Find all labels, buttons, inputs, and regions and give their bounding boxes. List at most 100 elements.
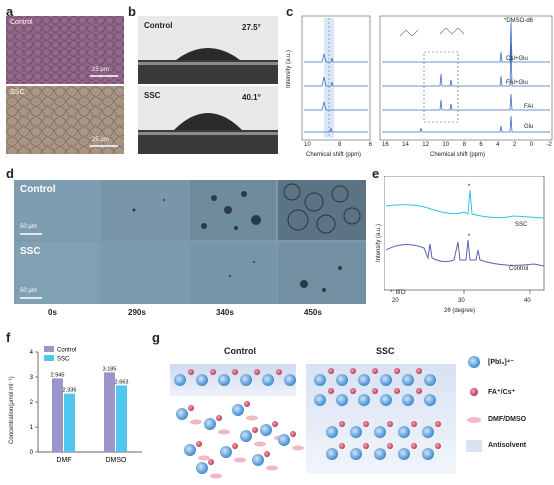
octahedron <box>278 434 290 446</box>
contact-angle-control-drop <box>138 48 278 84</box>
tick-label: 6 <box>368 142 372 148</box>
tick-label: 10 <box>304 142 311 148</box>
trace-fai-glu-left <box>304 76 368 87</box>
panel-letter-d: d <box>6 166 14 181</box>
legend-antisolvent-icon <box>466 440 482 452</box>
octahedron <box>176 408 188 420</box>
panel-letter-g: g <box>152 330 160 345</box>
trace-label-csi-glu: CsI+Glu <box>506 56 528 62</box>
xrd-control-trace <box>385 239 545 267</box>
mechanism-illustration <box>170 356 482 479</box>
scale-bar-label: 50 μm <box>20 288 37 294</box>
cation <box>339 421 345 427</box>
octahedron <box>374 448 386 460</box>
cation <box>252 427 258 433</box>
cation <box>435 443 441 449</box>
solvent-molecule <box>234 457 246 463</box>
octahedron <box>358 394 370 406</box>
cation <box>264 451 270 457</box>
bar-value-label: 3.185 <box>103 366 117 372</box>
contact-angle-ssc-drop <box>138 113 278 154</box>
legend-cation-icon <box>470 388 478 396</box>
mechanism-schematic: Control SSC [PbI₆]⁴⁻ FA⁺/Cs⁺ DMF/DMSO An… <box>166 340 548 480</box>
tick-label: 12 <box>422 142 429 148</box>
tick-label: 6 <box>479 142 483 148</box>
row-label-ssc: SSC <box>20 246 41 257</box>
nmr-left-ticks: 10 8 6 <box>304 142 372 148</box>
tick-label: 16 <box>382 142 389 148</box>
octahedron <box>336 394 348 406</box>
panel-letter-f: f <box>6 330 11 345</box>
octahedron <box>284 374 296 386</box>
scale-bar-label: 25 μm <box>92 137 109 143</box>
xrd-plot: * * <box>384 176 545 294</box>
category-label: DMSO <box>106 457 128 464</box>
xrd-ssc-label: SSC <box>515 222 528 228</box>
cation <box>232 443 238 449</box>
tick-label: 14 <box>402 142 409 148</box>
trace-glu-right <box>382 115 550 133</box>
xrd-xlabel: 2θ (degree) <box>444 308 476 314</box>
octahedron <box>380 374 392 386</box>
cation <box>232 369 238 375</box>
micrograph-ssc: SSC 25 μm <box>6 86 124 154</box>
contact-angle-ssc-label: SSC <box>144 91 161 100</box>
solvent-molecule <box>210 473 222 479</box>
octahedron <box>240 430 252 442</box>
octahedron <box>358 374 370 386</box>
tick-label: 40 <box>524 298 531 304</box>
cation <box>188 405 194 411</box>
tick-label: 0 <box>529 142 534 148</box>
y-tick-label: 2 <box>30 400 34 406</box>
panel-letter-a: a <box>6 4 14 19</box>
time-label: 0s <box>48 308 57 317</box>
in-situ-microscopy-grid: Control SSC 50 μm 50 μm <box>14 180 366 304</box>
time-label: 340s <box>216 308 234 317</box>
octahedron <box>326 426 338 438</box>
octahedron <box>336 374 348 386</box>
svg-text:*: * <box>468 234 471 240</box>
svg-text:*: * <box>468 184 471 190</box>
octahedron <box>422 426 434 438</box>
cation <box>416 388 422 394</box>
cation <box>208 459 214 465</box>
legend-label-solvent: DMF/DMSO <box>488 416 527 423</box>
solvent-molecule <box>218 429 230 435</box>
tick-label: 30 <box>458 298 465 304</box>
tick-label: 20 <box>392 298 399 304</box>
octahedron <box>398 426 410 438</box>
cation <box>372 368 378 374</box>
octahedron <box>262 374 274 386</box>
schematic-ssc-title: SSC <box>376 346 395 356</box>
y-tick-label: 4 <box>30 350 34 356</box>
category-label: DMF <box>56 457 71 464</box>
legend-solvent-icon <box>467 417 481 423</box>
solvent-molecule <box>198 455 210 461</box>
octahedron <box>232 404 244 416</box>
octahedron <box>424 394 436 406</box>
tick-label: 10 <box>442 142 450 148</box>
trace-label-glu: Glu <box>524 124 534 130</box>
trace-fai-right <box>382 93 550 111</box>
cation <box>216 415 222 421</box>
tick-label: 8 <box>462 142 466 148</box>
legend-label-antisolvent: Antisolvent <box>488 442 527 449</box>
cation <box>394 388 400 394</box>
cation <box>244 401 250 407</box>
trace-csi-glu-left <box>304 53 368 63</box>
bar-value-label: 2.663 <box>115 379 129 385</box>
solvent-molecule <box>292 445 304 451</box>
bar-value-label: 2.336 <box>63 388 77 394</box>
octahedron <box>326 448 338 460</box>
nmr-left-xlabel: Chemical shift (ppm) <box>306 152 362 158</box>
tick-label: 4 <box>496 142 500 148</box>
tick-label: 2 <box>512 142 517 148</box>
legend-label: Control <box>57 348 76 354</box>
cation <box>372 388 378 394</box>
micrograph-control: Control 25 μm <box>6 16 124 84</box>
scale-bar-label: 25 μm <box>92 67 109 73</box>
micrograph-control-label: Control <box>10 19 33 26</box>
bar-ssc-dmf <box>64 393 75 452</box>
molecule-structure <box>399 27 465 37</box>
octahedron <box>350 426 362 438</box>
